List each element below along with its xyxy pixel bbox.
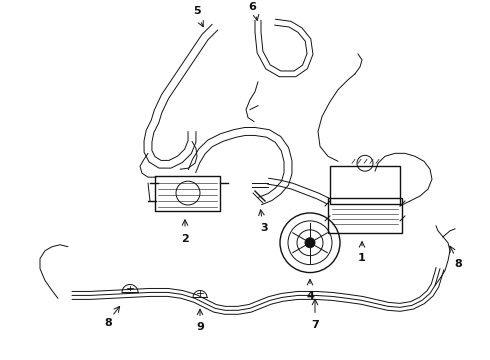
Text: 3: 3 xyxy=(260,223,268,233)
Circle shape xyxy=(305,238,315,248)
Text: 5: 5 xyxy=(193,6,201,16)
Text: 2: 2 xyxy=(181,234,189,244)
Text: 8: 8 xyxy=(104,318,112,328)
Text: 8: 8 xyxy=(454,258,462,269)
Text: 9: 9 xyxy=(196,322,204,332)
Text: 1: 1 xyxy=(358,253,366,263)
Text: 6: 6 xyxy=(248,2,256,12)
Text: 7: 7 xyxy=(311,320,319,330)
Text: 4: 4 xyxy=(306,292,314,301)
